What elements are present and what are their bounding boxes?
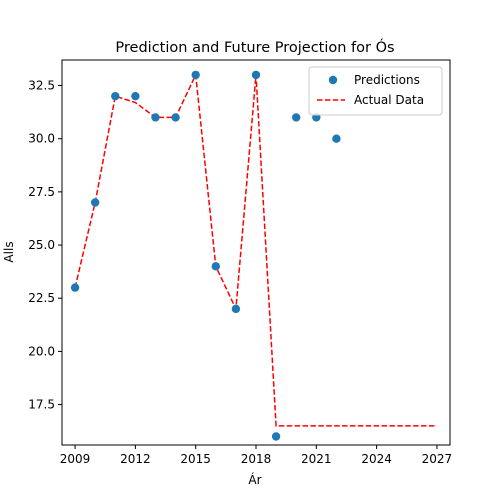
x-tick-label: 2015	[180, 452, 211, 466]
prediction-point	[271, 432, 281, 441]
prediction-point	[90, 198, 100, 207]
chart-title: Prediction and Future Projection for Ós	[115, 38, 394, 56]
prediction-point	[231, 304, 241, 314]
prediction-point	[70, 283, 80, 292]
plot-area: 2009 2012 2015 2018 2021 2024 2027 17.5 20.0 22.5…	[28, 59, 453, 466]
y-axis-label: Alls	[2, 241, 16, 262]
legend-box	[308, 66, 443, 116]
x-tick-label: 2012	[120, 452, 151, 466]
legend-label: Actual Data	[354, 93, 424, 107]
legend: Predictions Actual Data	[308, 66, 443, 116]
y-tick-label: 30.0	[28, 132, 55, 146]
x-axis-label: Ár	[248, 472, 261, 487]
prediction-point	[332, 134, 341, 143]
x-tick-label: 2018	[241, 452, 272, 466]
x-tick-label: 2027	[422, 452, 453, 466]
x-tick-label: 2009	[60, 452, 91, 466]
legend-label: Predictions	[354, 73, 420, 87]
y-tick-label: 32.5	[28, 79, 55, 93]
y-tick-label: 25.0	[28, 238, 55, 252]
prediction-point	[211, 262, 220, 271]
prediction-point	[191, 70, 200, 80]
legend-marker-predictions	[328, 75, 338, 85]
prediction-point	[251, 70, 261, 80]
x-tick-label: 2021	[301, 452, 332, 466]
y-tick-label: 22.5	[28, 291, 55, 305]
prediction-point	[111, 91, 120, 101]
y-tick-label: 17.5	[28, 398, 55, 412]
prediction-point	[151, 113, 160, 122]
prediction-point	[131, 91, 140, 101]
prediction-point	[292, 113, 301, 122]
x-tick-label: 2024	[361, 452, 392, 466]
y-tick-label: 27.5	[28, 185, 55, 199]
y-tick-label: 20.0	[28, 344, 55, 358]
prediction-point	[171, 113, 180, 122]
